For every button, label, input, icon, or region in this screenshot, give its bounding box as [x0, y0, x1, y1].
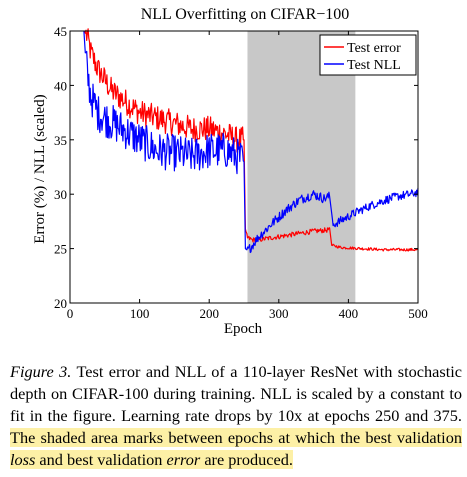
y-tick-label: 25	[54, 242, 67, 257]
chart-title: NLL Overfitting on CIFAR−100	[141, 6, 350, 23]
caption-figure-label: Figure 3.	[10, 362, 72, 381]
caption-emphasis-error: error	[166, 450, 201, 469]
figure-caption: Figure 3. Test error and NLL of a 110-la…	[10, 361, 462, 471]
series-line-test-error	[83, 28, 419, 252]
caption-highlight-text-2: and best validation	[35, 450, 167, 469]
caption-text: Test error and NLL of a 110-layer ResNet…	[10, 362, 462, 425]
y-tick-label: 45	[54, 24, 67, 39]
caption-highlight: The shaded area marks between epochs at …	[10, 428, 462, 469]
caption-highlight-text-1: The shaded area marks between epochs at …	[10, 428, 462, 447]
chart: NLL Overfitting on CIFAR−100 0 100 200 300 4…	[32, 6, 428, 337]
y-tick-label: 40	[54, 78, 67, 93]
axes-frame	[69, 30, 419, 304]
legend-label: Test NLL	[347, 58, 401, 73]
caption-emphasis-loss: loss	[10, 450, 36, 469]
x-axis-label: Epoch	[224, 321, 263, 337]
y-tick-label: 20	[54, 296, 67, 311]
legend-label: Test error	[347, 41, 401, 56]
shaded-region	[247, 31, 356, 303]
y-tick-label: 30	[54, 187, 67, 202]
plot-area: 0 100 200 300 400 500 20 25 30 35 40 45 Test error Te…	[54, 24, 428, 321]
x-tick-label: 200	[199, 306, 219, 321]
x-tick-label: 500	[408, 306, 428, 321]
legend-box	[319, 34, 417, 76]
caption-highlight-text-3: are produced.	[200, 450, 293, 469]
y-axis-label: Error (%) / NLL (scaled)	[32, 94, 48, 243]
x-tick-label: 300	[269, 306, 289, 321]
y-tick-label: 35	[54, 133, 67, 148]
x-tick-label: 100	[130, 306, 150, 321]
series-line-test-nll	[83, 30, 419, 254]
x-tick-label: 0	[67, 306, 74, 321]
x-tick-label: 400	[339, 306, 359, 321]
